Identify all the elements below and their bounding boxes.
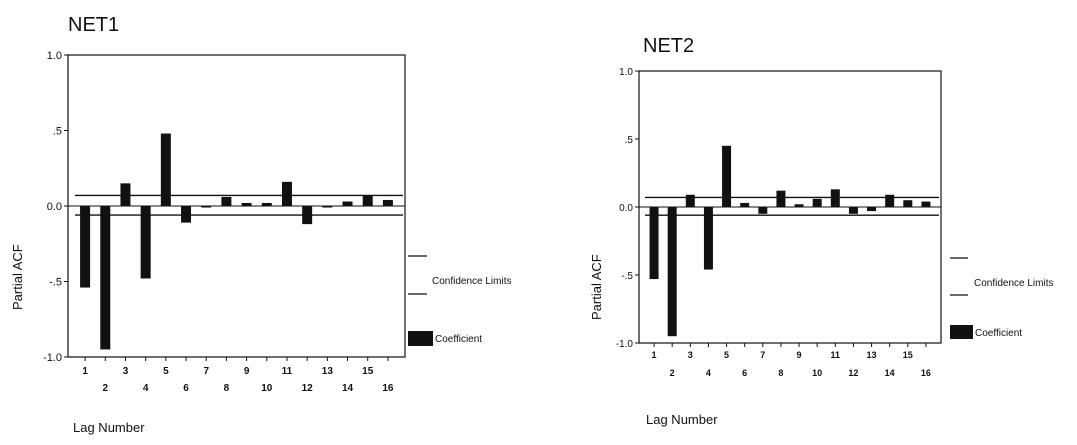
x-tick-label: 3 — [123, 366, 129, 377]
coefficient-bar — [261, 202, 272, 206]
y-tick-label: 0.0 — [47, 201, 62, 213]
x-tick-label: 5 — [724, 350, 729, 360]
coefficient-bar — [201, 206, 212, 208]
coefficient-bar — [722, 145, 732, 207]
coefficient-bar — [160, 133, 171, 206]
legend-confidence-limits: Confidence Limits — [974, 278, 1053, 289]
coefficient-swatch — [408, 331, 433, 346]
x-tick-label: 13 — [867, 350, 877, 360]
x-tick-label: 14 — [885, 368, 895, 378]
coefficient-bar — [885, 194, 895, 207]
x-axis-label: Lag Number — [646, 412, 718, 427]
coefficient-bar — [382, 199, 393, 206]
x-tick-label: 8 — [778, 368, 783, 378]
legend-confidence-limits: Confidence Limits — [432, 276, 511, 287]
x-tick-label: 3 — [688, 350, 693, 360]
chart-net2: NET2 1.0.50.0-.5-1.012345678910111213141… — [589, 35, 1053, 427]
x-tick-label: 8 — [224, 383, 230, 394]
coefficient-bar — [120, 183, 131, 206]
coefficient-swatch — [950, 325, 973, 339]
coefficient-bar — [921, 201, 931, 207]
coefficient-bar — [812, 198, 822, 207]
legend: Confidence Limits Coefficient — [408, 255, 511, 346]
x-tick-label: 11 — [831, 350, 841, 360]
x-tick-label: 1 — [82, 366, 88, 377]
legend: Confidence Limits Coefficient — [950, 257, 1053, 339]
y-tick-label: -1.0 — [616, 339, 634, 350]
coefficient-bar — [685, 194, 695, 207]
x-tick-label: 14 — [342, 383, 354, 394]
x-tick-label: 4 — [706, 368, 711, 378]
x-tick-label: 4 — [143, 383, 149, 394]
x-tick-label: 16 — [921, 368, 931, 378]
coefficient-bar — [221, 196, 232, 206]
coefficient-bar — [241, 202, 252, 206]
coefficient-bar — [703, 207, 713, 270]
coefficient-bar — [322, 206, 333, 208]
x-tick-label: 10 — [812, 368, 822, 378]
coefficient-bar — [903, 200, 913, 207]
coefficient-bar — [867, 207, 877, 212]
x-tick-label: 16 — [382, 383, 394, 394]
coefficient-bar — [140, 206, 151, 279]
x-tick-label: 5 — [163, 366, 169, 377]
coefficient-bar — [181, 206, 192, 223]
coefficient-bar — [342, 201, 353, 206]
coefficient-bar — [100, 206, 111, 350]
coefficient-bar — [830, 189, 840, 207]
y-axis-label: Partial ACF — [589, 254, 604, 320]
x-axis-label: Lag Number — [73, 420, 145, 435]
coefficient-bar — [80, 206, 91, 288]
legend-coefficient: Coefficient — [975, 328, 1022, 339]
y-tick-label: -.5 — [621, 271, 633, 282]
x-tick-label: 6 — [742, 368, 747, 378]
coefficient-bar — [794, 204, 804, 207]
coefficient-bar — [649, 207, 659, 280]
x-tick-label: 9 — [244, 366, 250, 377]
y-tick-label: 0.0 — [619, 203, 633, 214]
x-tick-label: 1 — [652, 350, 657, 360]
x-tick-label: 10 — [261, 383, 273, 394]
y-tick-label: 1.0 — [47, 50, 62, 62]
y-tick-label: -1.0 — [43, 352, 62, 364]
x-tick-label: 12 — [848, 368, 858, 378]
y-tick-label: -.5 — [49, 277, 62, 289]
y-tick-label: 1.0 — [619, 67, 633, 78]
coefficient-bar — [281, 181, 292, 206]
x-tick-label: 7 — [203, 366, 209, 377]
x-tick-label: 2 — [670, 368, 675, 378]
coefficient-bar — [848, 207, 858, 214]
x-tick-label: 2 — [103, 383, 109, 394]
x-tick-label: 9 — [797, 350, 802, 360]
y-tick-label: .5 — [53, 126, 62, 138]
x-tick-label: 15 — [903, 350, 913, 360]
legend-coefficient: Coefficient — [435, 334, 482, 345]
y-axis-label: Partial ACF — [10, 244, 25, 310]
x-tick-label: 7 — [760, 350, 765, 360]
chart-title: NET2 — [643, 35, 694, 57]
coefficient-bar — [362, 195, 373, 206]
y-tick-label: .5 — [625, 135, 634, 146]
chart-net1: NET1 1.0.50.0-.5-1.012345678910111213141… — [10, 14, 511, 435]
coefficient-bar — [302, 206, 313, 225]
x-tick-label: 6 — [183, 383, 189, 394]
x-tick-label: 11 — [282, 366, 293, 377]
coefficient-bar — [776, 190, 786, 207]
x-tick-label: 15 — [362, 366, 374, 377]
x-tick-label: 12 — [302, 383, 314, 394]
chart-title: NET1 — [68, 14, 119, 36]
x-tick-label: 13 — [322, 366, 334, 377]
coefficient-bar — [667, 207, 677, 337]
coefficient-bar — [740, 202, 750, 207]
coefficient-bar — [758, 207, 768, 214]
